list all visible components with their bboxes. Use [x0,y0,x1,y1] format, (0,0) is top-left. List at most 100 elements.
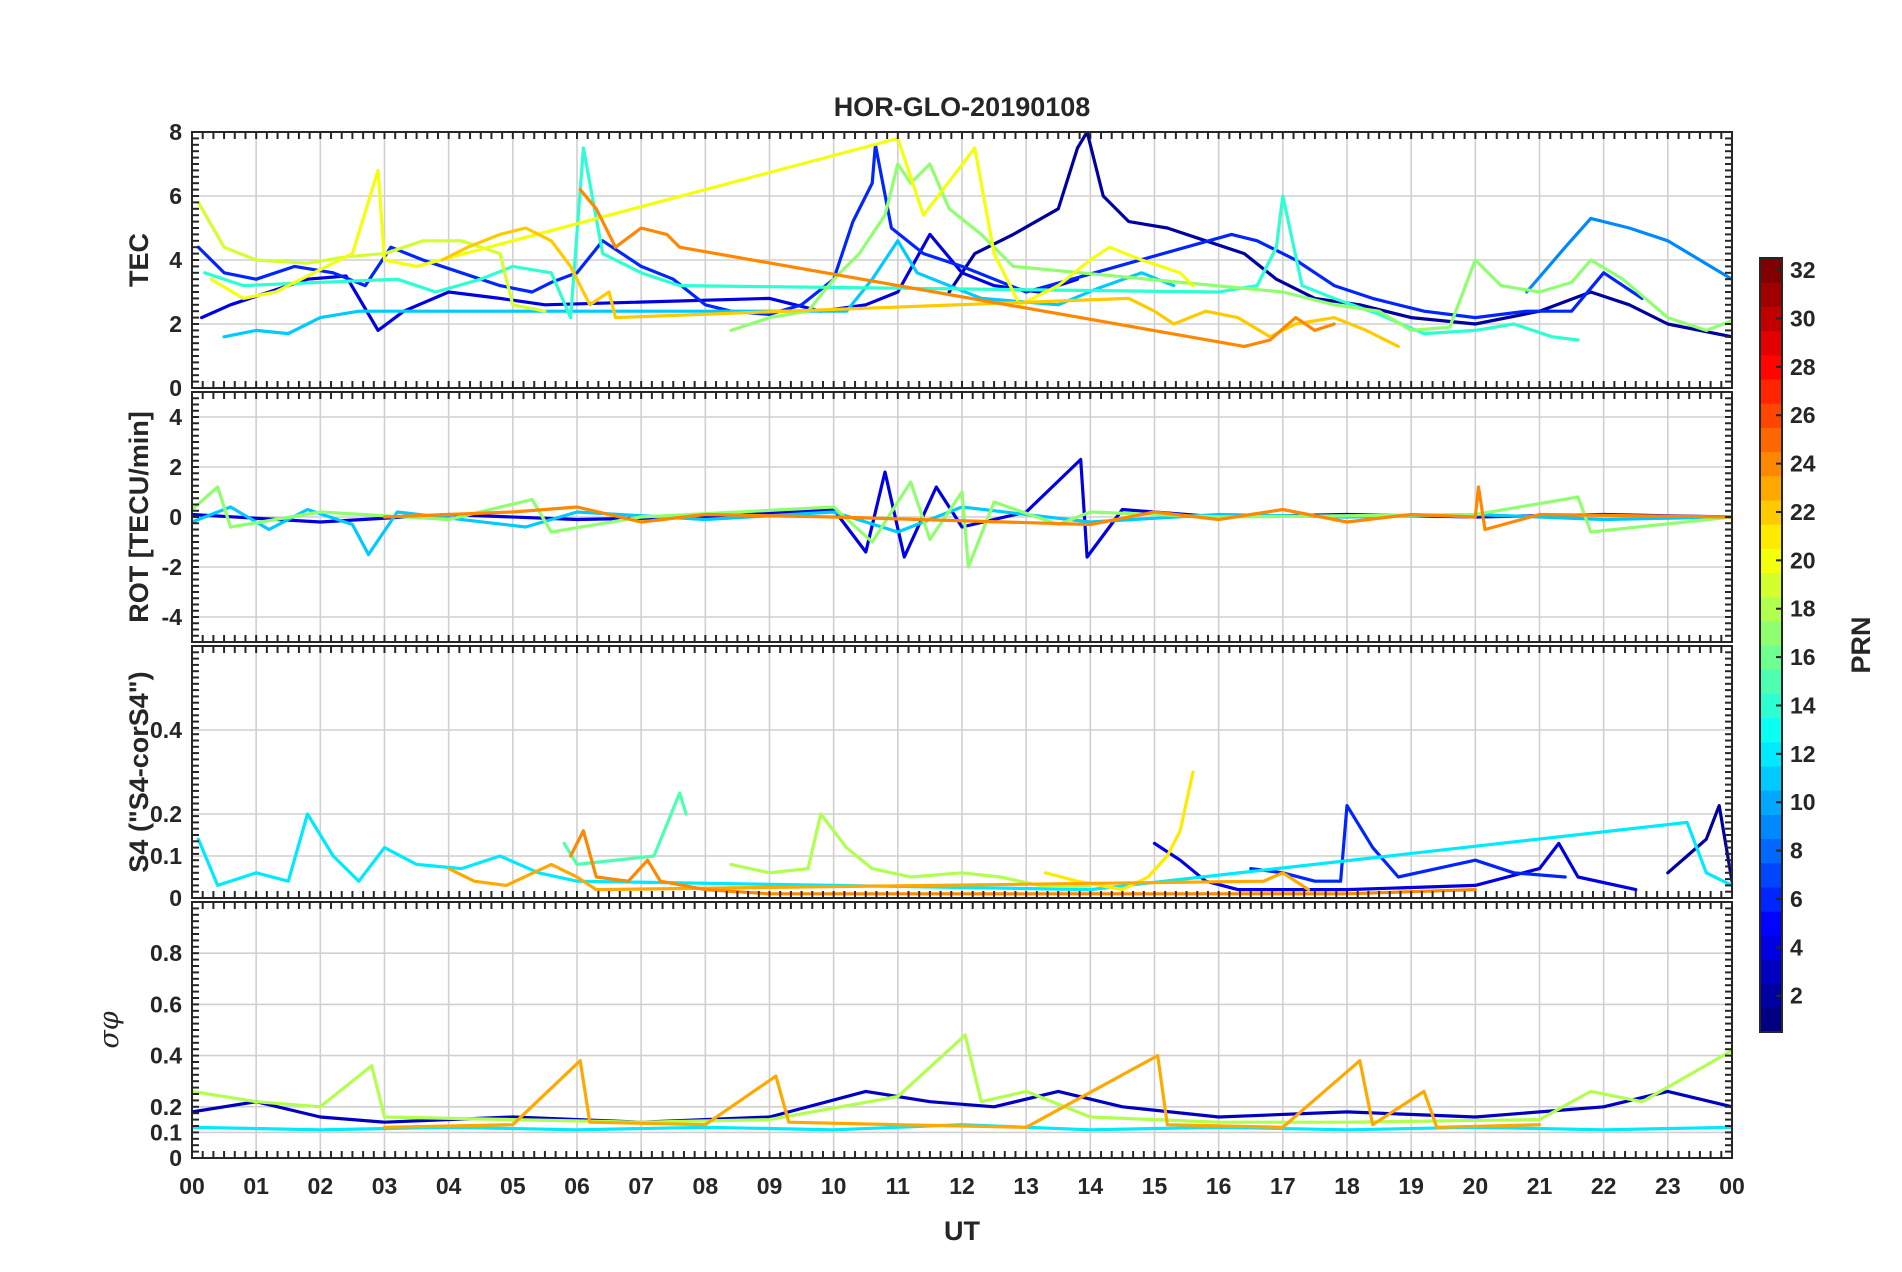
x-tick-label: 15 [1142,1173,1168,1199]
colorbar-band [1760,983,1782,1009]
x-tick-label: 10 [821,1173,847,1199]
x-tick-label: 09 [757,1173,783,1199]
colorbar-tick-label: 18 [1790,596,1816,622]
colorbar-band [1760,669,1782,694]
y-axis-label: S4 ("S4-corS4") [124,671,154,872]
panel-sigma-phi: 00.10.2 0.4 0.6 0.8 σφ [94,901,1733,1171]
x-tick-labels: 00 01 02 03 04 05 06 07 08 09 10 11 12 13 14 15 16 17 18 19… [179,1173,1745,1199]
colorbar-band [1760,330,1782,356]
colorbar-tick-label: 16 [1790,644,1816,670]
colorbar-tick-label: 28 [1790,354,1816,380]
y-tick-label: 0 [169,375,182,401]
colorbar-band [1760,790,1782,815]
colorbar-band [1760,814,1782,840]
colorbar-tick-label: 8 [1790,838,1803,864]
colorbar-band [1760,451,1782,477]
colorbar-band [1760,596,1782,622]
colorbar-band [1760,1007,1782,1033]
series-prn-2 [1666,804,1732,883]
colorbar-band [1760,427,1782,453]
colorbar-tick-label: 6 [1790,886,1803,912]
axes-frame [191,131,1733,389]
series-prn-18 [192,1033,1732,1124]
series-prn-3 [192,1089,1732,1124]
x-tick-label: 12 [949,1173,975,1199]
series-prn-12 [196,812,1732,892]
y-tick-label: 0 [169,885,182,911]
colorbar-band [1760,524,1782,549]
colorbar-band [1760,499,1782,525]
series-group [192,1033,1732,1132]
colorbar-tick-label: 26 [1790,402,1816,428]
series-prn-14 [203,146,1580,342]
colorbar-band [1760,620,1782,646]
series-group [196,132,1732,348]
colorbar-tick-label: 24 [1790,451,1816,477]
y-axis-label: σφ [94,1011,125,1048]
x-tick-label: 00 [179,1173,205,1199]
y-tick-label: 0.1 [150,1119,182,1145]
y-tick-label: 6 [169,183,182,209]
series-prn-18 [729,812,1092,887]
axes-frame [191,391,1733,643]
y-tick-label: 0.2 [150,1094,182,1120]
x-tick-label: 06 [564,1173,590,1199]
series-prn-6 [1249,804,1567,883]
y-tick-label: 0.6 [150,991,182,1017]
colorbar-tick-label: 30 [1790,305,1816,331]
y-tick-label: 0.4 [150,1043,182,1069]
y-tick-label: 2 [169,454,182,480]
colorbar-band [1760,645,1782,670]
colorbar-band [1760,693,1782,719]
colorbar-band [1760,717,1782,743]
series-prn-20 [209,136,1195,307]
series-prn-9 [1525,216,1732,294]
series-prn-23 [382,1054,1542,1129]
y-tick-label: -2 [162,554,182,580]
y-tick-label: 4 [169,247,182,273]
colorbar-tick-label: 22 [1790,499,1816,525]
colorbar-tick-label: 2 [1790,983,1803,1009]
y-tick-label: 4 [169,404,182,430]
y-tick-label: 8 [169,119,182,145]
colorbar-band [1760,282,1782,307]
colorbar-tick-label: 12 [1790,741,1816,767]
y-tick-label: 0.8 [150,940,182,966]
colorbar-band [1760,475,1782,501]
colorbar-band [1760,741,1782,767]
series-prn-23 [447,862,1311,892]
x-tick-label: 14 [1078,1173,1104,1199]
x-tick-label: 19 [1398,1173,1424,1199]
series-prn-2 [947,132,1732,339]
x-tick-label: 18 [1334,1173,1360,1199]
x-tick-label: 16 [1206,1173,1232,1199]
colorbar-frame [1759,257,1783,1033]
y-tick-label: -4 [162,604,183,630]
colorbar-label: PRN [1846,616,1876,673]
x-tick-label: 04 [436,1173,462,1199]
x-tick-label: 07 [628,1173,654,1199]
series-prn-21 [1043,770,1195,892]
y-tick-label: 0.1 [150,843,182,869]
x-tick-label: 17 [1270,1173,1296,1199]
y-tick-label: 0.4 [150,717,182,743]
colorbar-tick-label: 32 [1790,257,1816,283]
x-tick-label: 08 [693,1173,719,1199]
x-tick-label: 00 [1719,1173,1745,1199]
colorbar-band [1760,354,1782,380]
colorbar-band [1760,765,1782,791]
series-prn-22 [440,226,1400,348]
axes-frame [191,645,1733,899]
colorbar-band [1760,886,1782,912]
colorbar-tick-label: 14 [1790,692,1816,718]
panel-rot: -4 -2 0 2 4 ROT [TECU/min] [124,391,1733,643]
x-tick-label: 21 [1527,1173,1553,1199]
colorbar-band [1760,911,1782,936]
x-tick-label: 03 [372,1173,398,1199]
y-tick-label: 0.2 [150,801,182,827]
colorbar-band [1760,572,1782,598]
colorbar-band [1760,548,1782,574]
x-tick-label: 01 [243,1173,269,1199]
x-tick-label: 02 [308,1173,334,1199]
panel-tec: 0 2 4 6 8 TEC [124,119,1733,401]
